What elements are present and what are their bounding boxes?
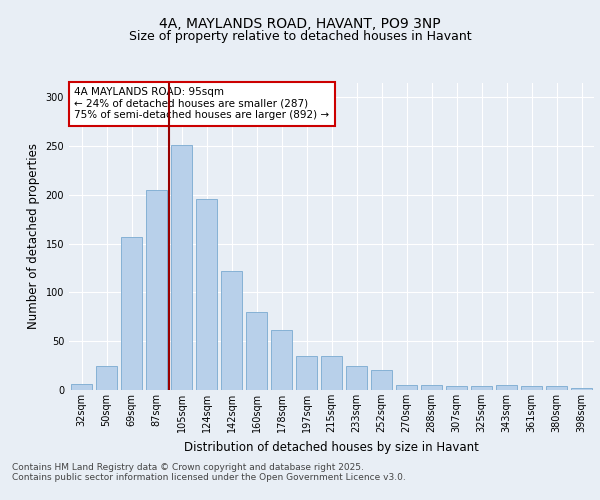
Bar bbox=[171, 145, 192, 390]
Bar bbox=[396, 385, 417, 390]
Bar bbox=[546, 386, 567, 390]
Text: Contains public sector information licensed under the Open Government Licence v3: Contains public sector information licen… bbox=[12, 474, 406, 482]
Bar bbox=[496, 385, 517, 390]
Bar bbox=[371, 370, 392, 390]
Bar bbox=[521, 386, 542, 390]
Bar bbox=[246, 312, 267, 390]
Bar bbox=[296, 356, 317, 390]
Y-axis label: Number of detached properties: Number of detached properties bbox=[27, 143, 40, 329]
Text: Size of property relative to detached houses in Havant: Size of property relative to detached ho… bbox=[128, 30, 472, 43]
Bar bbox=[146, 190, 167, 390]
Bar bbox=[571, 388, 592, 390]
Bar bbox=[196, 198, 217, 390]
Bar bbox=[346, 366, 367, 390]
Text: Contains HM Land Registry data © Crown copyright and database right 2025.: Contains HM Land Registry data © Crown c… bbox=[12, 462, 364, 471]
Bar bbox=[96, 366, 117, 390]
Bar bbox=[121, 236, 142, 390]
Bar bbox=[446, 386, 467, 390]
Text: 4A MAYLANDS ROAD: 95sqm
← 24% of detached houses are smaller (287)
75% of semi-d: 4A MAYLANDS ROAD: 95sqm ← 24% of detache… bbox=[74, 87, 329, 120]
Bar bbox=[471, 386, 492, 390]
Bar bbox=[421, 385, 442, 390]
Bar bbox=[321, 356, 342, 390]
Bar bbox=[271, 330, 292, 390]
X-axis label: Distribution of detached houses by size in Havant: Distribution of detached houses by size … bbox=[184, 440, 479, 454]
Bar bbox=[221, 271, 242, 390]
Bar bbox=[71, 384, 92, 390]
Text: 4A, MAYLANDS ROAD, HAVANT, PO9 3NP: 4A, MAYLANDS ROAD, HAVANT, PO9 3NP bbox=[159, 18, 441, 32]
